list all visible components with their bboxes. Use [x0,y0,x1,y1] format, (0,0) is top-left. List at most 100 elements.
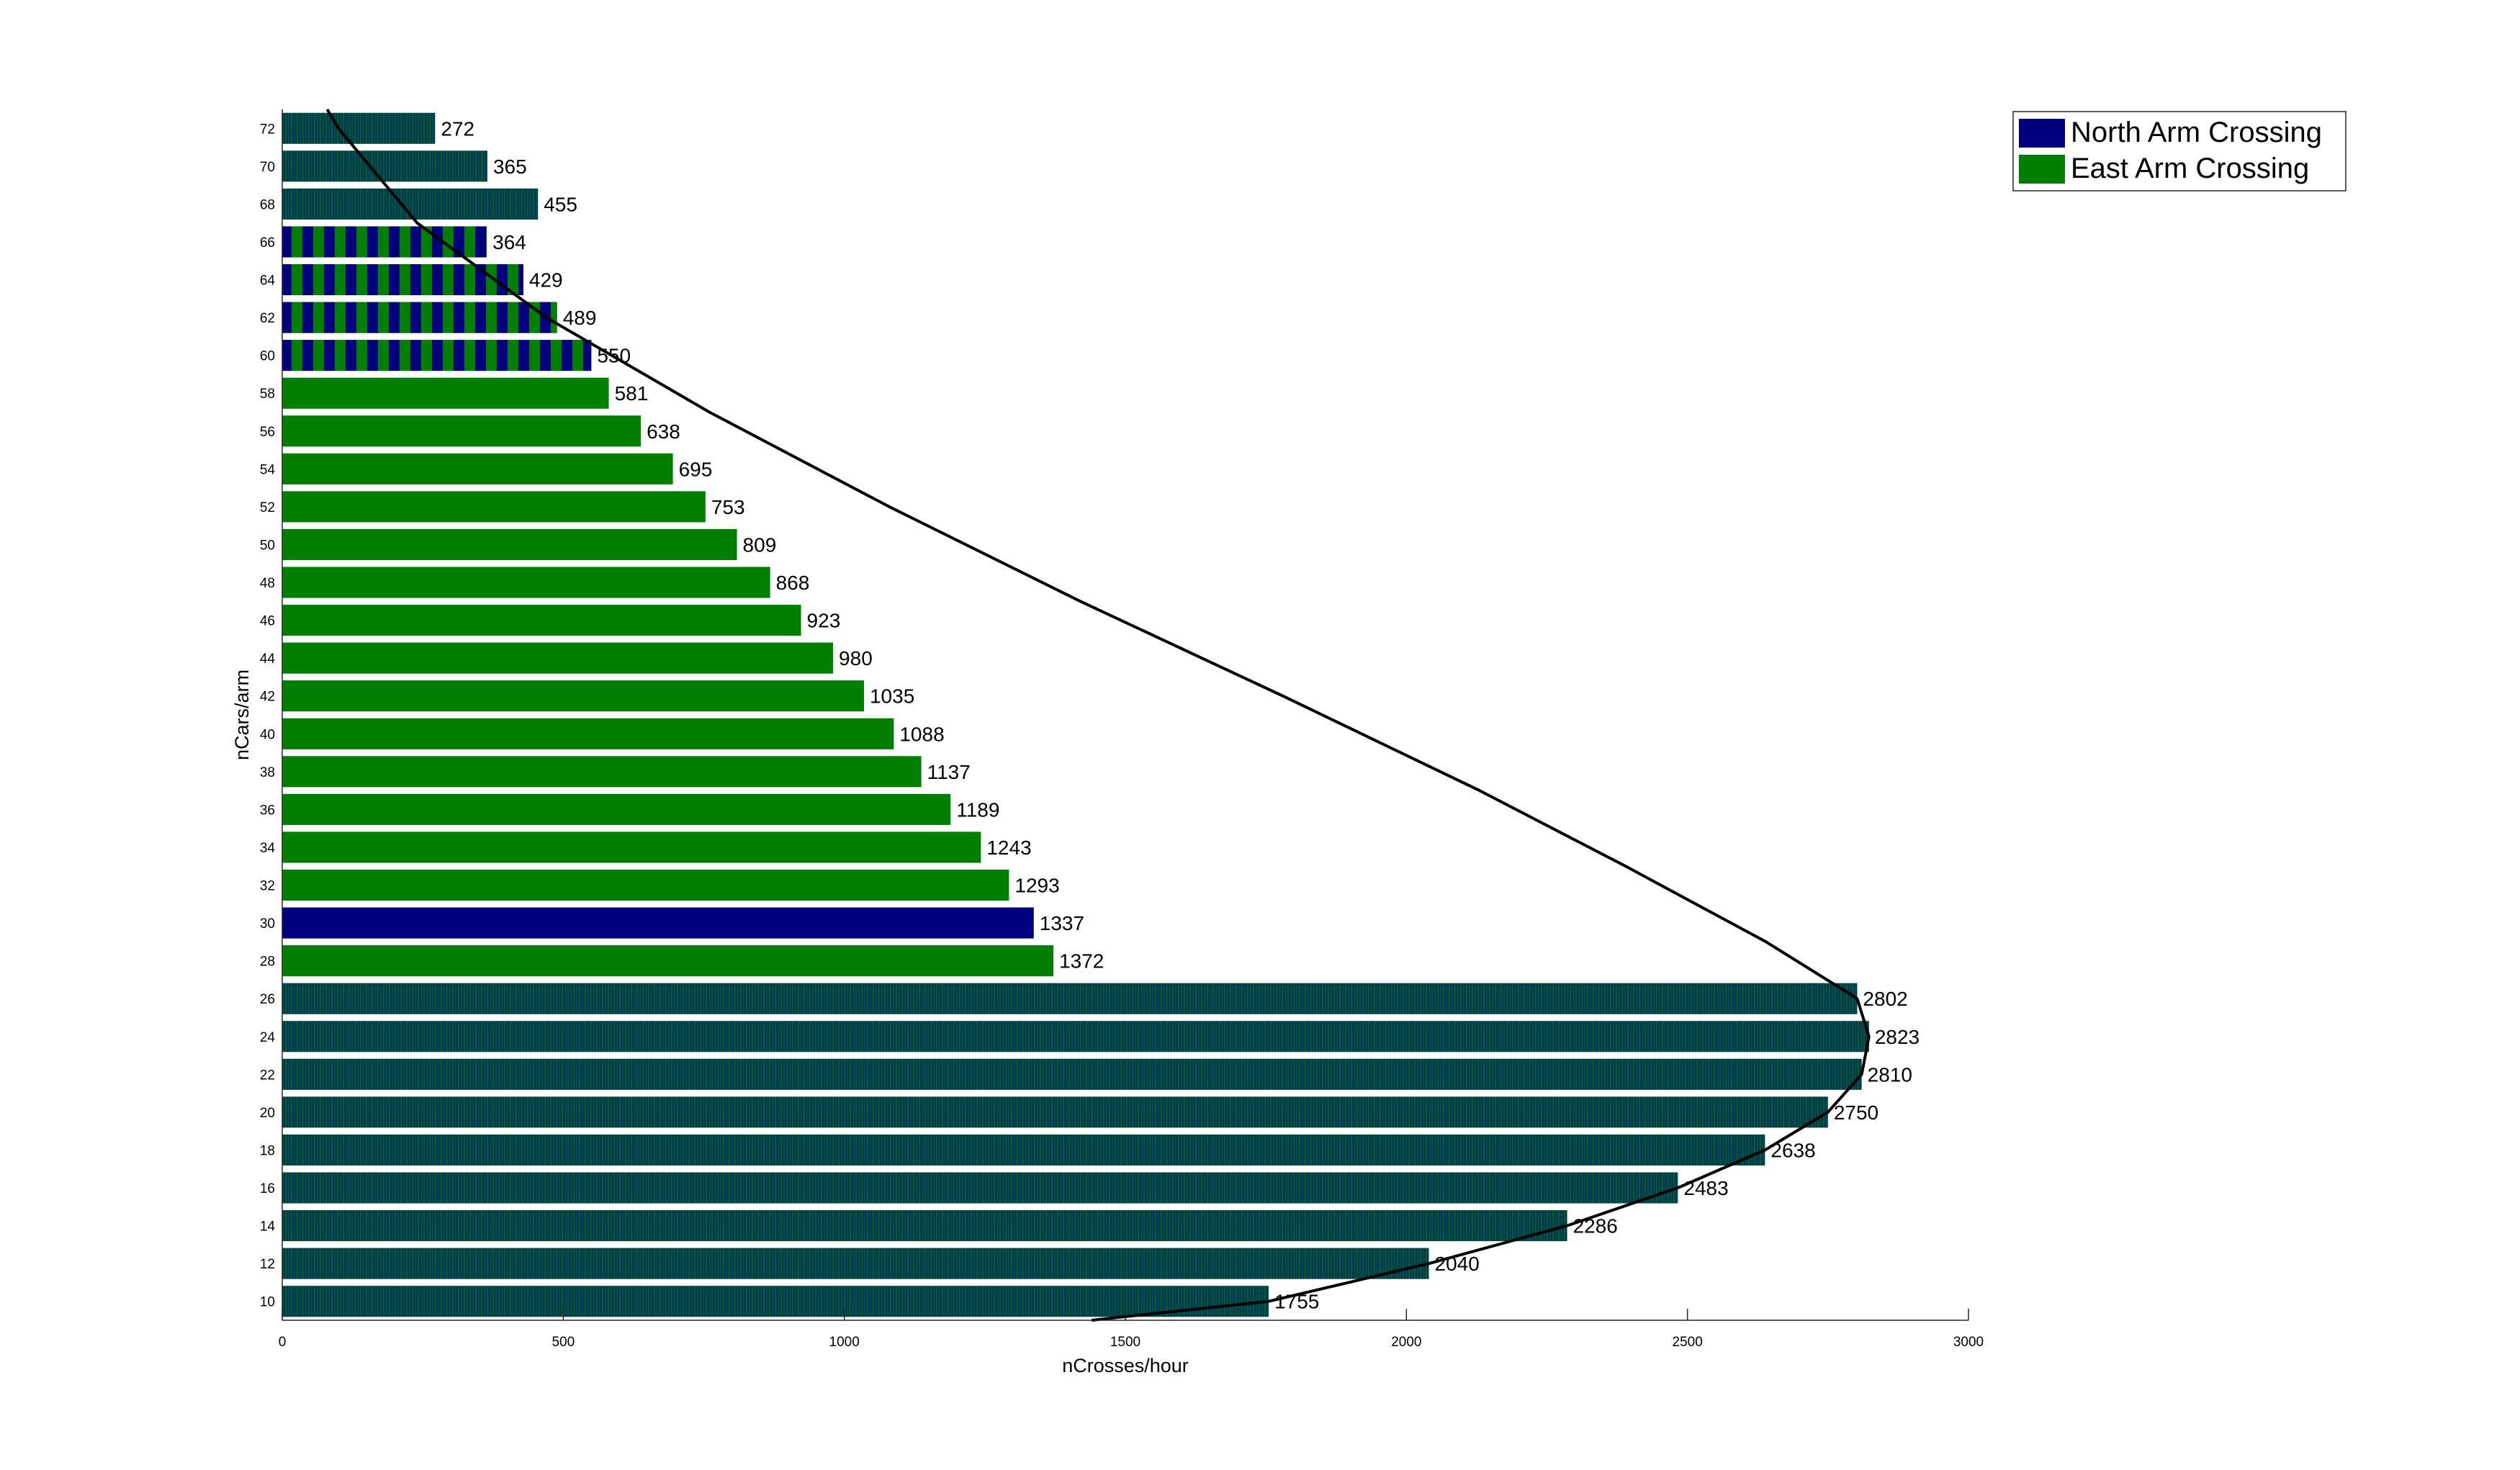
y-tick-label-72: 72 [260,122,275,137]
bar-40 [282,718,894,749]
y-axis-label: nCars/arm [231,669,253,760]
data-label-50: 809 [743,533,777,556]
y-tick-label-20: 20 [260,1106,275,1121]
y-tick-label-48: 48 [260,576,275,591]
data-label-70: 365 [493,155,527,178]
fit-curve [325,108,1871,1322]
bar-52 [282,491,706,523]
data-label-58: 581 [615,382,649,405]
y-tick-label-16: 16 [260,1181,275,1196]
y-tick-label-58: 58 [260,387,275,402]
legend-swatch-0 [2019,119,2065,148]
data-label-30: 1337 [1040,912,1084,934]
bar-26 [282,983,1858,1014]
data-label-48: 868 [776,572,810,594]
bar-10 [282,1286,1269,1317]
x-tick-label-1500: 1500 [1110,1335,1140,1350]
x-tick-label-1000: 1000 [829,1335,860,1350]
data-label-32: 1293 [1014,875,1059,897]
data-label-22: 2810 [1868,1063,1912,1086]
bar-54 [282,453,673,484]
x-tick-label-500: 500 [552,1335,575,1350]
y-tick-label-68: 68 [260,197,275,212]
data-label-64: 429 [529,269,563,292]
y-tick-label-42: 42 [260,690,275,705]
y-tick-label-38: 38 [260,765,275,780]
bar-16 [282,1172,1678,1204]
bar-60 [282,340,592,371]
y-tick-label-70: 70 [260,160,275,175]
legend-box [2012,111,2346,191]
bar-48 [282,567,770,598]
bar-72 [282,112,436,144]
data-label-36: 1189 [956,798,999,821]
bar-42 [282,680,864,712]
data-label-68: 455 [544,193,577,215]
bar-20 [282,1096,1828,1128]
bar-18 [282,1134,1765,1166]
y-tick-label-36: 36 [260,803,275,818]
bar-28 [282,945,1054,977]
data-label-38: 1137 [927,761,971,783]
y-tick-label-54: 54 [260,462,276,477]
bar-30 [282,907,1034,939]
bar-46 [282,605,801,636]
x-tick-label-2500: 2500 [1673,1335,1703,1350]
bar-50 [282,528,737,561]
y-tick-label-50: 50 [260,538,275,553]
axes-group: 10 12 14 16 18 20 22 24 26 28 30 32 34 36 38 40 42 44 46 48… [231,109,1984,1376]
y-tick-label-56: 56 [260,425,275,440]
y-tick-label-62: 62 [260,311,275,326]
y-tick-label-30: 30 [260,916,275,932]
bar-56 [282,415,642,447]
bar-14 [282,1210,1567,1242]
y-tick-label-52: 52 [260,500,275,515]
bar-38 [282,756,922,788]
y-tick-label-14: 14 [260,1219,276,1235]
data-label-62: 489 [563,307,597,329]
bar-34 [282,831,981,863]
legend: North Arm Crossing East Arm Crossing [2012,111,2346,191]
y-tick-label-26: 26 [260,992,275,1007]
data-label-66: 364 [492,231,526,253]
data-label-14: 2286 [1573,1215,1618,1237]
bar-24 [282,1021,1869,1052]
x-axis-label: nCrosses/hour [1062,1355,1189,1376]
y-tick-label-12: 12 [260,1257,275,1272]
x-tick-label-2000: 2000 [1391,1335,1421,1350]
legend-label-1: East Arm Crossing [2071,153,2309,184]
x-tick-label-3000: 3000 [1953,1335,1984,1350]
bar-66 [282,226,487,258]
y-tick-label-22: 22 [260,1068,275,1083]
data-label-52: 753 [711,496,745,518]
data-label-16: 2483 [1683,1177,1728,1199]
bar-44 [282,642,834,674]
y-tick-label-66: 66 [260,235,275,251]
bar-36 [282,793,951,825]
legend-label-0: North Arm Crossing [2071,117,2322,148]
data-label-72: 272 [441,117,474,140]
bar-32 [282,869,1009,901]
legend-swatch-1 [2019,155,2065,184]
bars-group: 1755204022862483263827502810282328021372… [282,112,1920,1317]
data-label-20: 2750 [1834,1101,1878,1124]
bar-22 [282,1058,1862,1090]
y-tick-label-60: 60 [260,349,275,364]
y-tick-label-64: 64 [260,274,276,289]
y-tick-label-44: 44 [260,651,276,667]
y-tick-label-32: 32 [260,879,275,894]
data-label-54: 695 [679,458,713,480]
data-label-40: 1088 [899,723,944,745]
data-label-56: 638 [647,420,680,443]
data-label-28: 1372 [1059,950,1104,973]
bar-64 [282,263,523,296]
bar-62 [282,302,557,333]
data-label-24: 2823 [1875,1026,1920,1048]
data-label-34: 1243 [986,837,1031,859]
x-tick-label-0: 0 [279,1335,287,1350]
data-label-26: 2802 [1863,988,1907,1010]
data-label-42: 1035 [870,685,914,708]
y-tick-label-28: 28 [260,955,275,970]
